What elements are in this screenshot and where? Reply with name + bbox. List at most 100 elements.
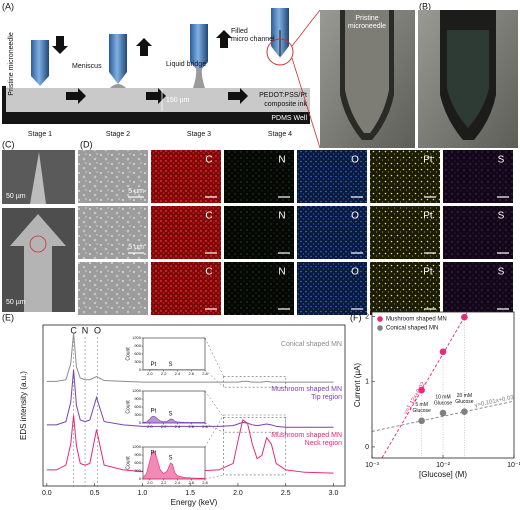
y-axis-label: EDS intensity (a.u.)	[19, 371, 28, 440]
x-tick-label: 3.0	[329, 490, 339, 497]
inset-tick-label: 1200	[132, 335, 142, 340]
ink-label: PEDOT:PSS/Pt	[259, 92, 307, 99]
zoom-box	[223, 414, 287, 476]
x-tick-label: 2.0	[233, 490, 243, 497]
inset-tick-label: 2.0	[147, 371, 153, 376]
stage-label: Stage 3	[187, 131, 211, 138]
panel-c: (C) 50 µm 50 µm	[2, 139, 75, 312]
inset-tick-label: 600	[134, 351, 141, 356]
inset-tick-label: 300	[134, 468, 141, 473]
x-tick-label: 10⁻²	[436, 462, 450, 469]
needle-2	[109, 34, 127, 88]
stage-label: Stage 2	[106, 131, 130, 138]
inset-tick-label: 300	[134, 359, 141, 364]
element-label: Pt	[423, 267, 433, 278]
inset-tick-label: 2.0	[147, 424, 153, 429]
scale-label: 50 µm	[6, 299, 26, 306]
inset-tick-label: 2.2	[161, 480, 167, 485]
element-label: C	[205, 211, 212, 222]
element-map	[224, 206, 294, 259]
element-map	[370, 206, 440, 259]
inset-tick-label: 600	[134, 460, 141, 465]
meniscus-label: Meniscus	[72, 63, 102, 70]
panel-b: (B)	[418, 1, 518, 148]
panel-d: (D) 5 µm C N O Pt S 5 µm C N O Pt S C N O Pt S	[78, 139, 513, 315]
element-map	[443, 150, 513, 203]
zoom-line	[291, 57, 321, 149]
data-point	[439, 409, 447, 417]
series-label: Mushroom shaped MN	[271, 432, 342, 439]
inset-tick-label: 2.8	[202, 424, 208, 429]
filled-channel	[447, 30, 489, 128]
element-map	[151, 150, 221, 203]
element-map	[297, 150, 367, 203]
element-label: S	[498, 155, 505, 166]
well-label: PDMS Well	[271, 115, 307, 122]
zoom-box	[223, 417, 287, 433]
spectrum-line	[46, 333, 334, 383]
spectrum-line	[46, 370, 334, 428]
filled-label: Filled	[231, 28, 248, 35]
inset-tick-label: 2.6	[188, 371, 194, 376]
inset-tick-label: 2.4	[175, 371, 181, 376]
needle-4	[271, 8, 289, 58]
bridge-label: Liquid bridge	[166, 61, 206, 68]
x-tick-label: 1.0	[138, 490, 148, 497]
inset-peak-label: S	[169, 412, 173, 418]
panel-label: (A)	[2, 1, 14, 11]
well-wall	[2, 86, 6, 124]
inset-tick-label: 2.6	[188, 424, 194, 429]
element-map	[224, 150, 294, 203]
x-axis-label: [Glucose] (M)	[419, 470, 467, 479]
annotation: Glucose	[434, 400, 453, 406]
inset-tick-label: 300	[134, 412, 141, 417]
inset-peak-label: Pt	[150, 451, 156, 457]
element-label: C	[205, 267, 212, 278]
inset-tick-label: 2.2	[161, 424, 167, 429]
y-axis-label: Current (µA)	[353, 363, 362, 408]
photo-label: microneedle	[348, 23, 386, 30]
element-map	[151, 262, 221, 315]
inset-area	[142, 450, 206, 480]
series-label: Tip region	[311, 394, 342, 401]
photo-label: Pristine	[355, 15, 378, 22]
inset-tick-label: 1200	[132, 444, 142, 449]
inset-peak-label: Pt	[150, 362, 156, 368]
needle-1	[31, 40, 49, 86]
zoom-connector	[204, 369, 224, 388]
data-point	[418, 417, 425, 425]
peak-label: C	[70, 325, 77, 335]
element-map	[443, 206, 513, 259]
zoom-connector	[204, 390, 224, 418]
inset-tick-label: 0	[139, 476, 142, 481]
inset-tick-label: 2.4	[175, 480, 181, 485]
needle-tip	[30, 152, 46, 204]
mushroom-needle	[10, 214, 66, 312]
pristine-label: Pristine microneedle	[8, 32, 15, 96]
x-tick-label: 0.0	[42, 490, 52, 497]
inset-tick-label: 0	[139, 420, 142, 425]
y-tick-label: 0	[365, 444, 369, 451]
element-map	[224, 262, 294, 315]
inset-tick-label: 2.4	[175, 424, 181, 429]
inset-tick-label: 600	[134, 404, 141, 409]
inset-tick-label: 2.2	[161, 371, 167, 376]
element-map	[297, 206, 367, 259]
inset-tick-label: 2.8	[202, 480, 208, 485]
scale-label: 50 µm	[6, 193, 26, 200]
panel-a: (A) Pristine microneedle Meniscus Liquid…	[2, 1, 415, 149]
panel-label: (C)	[2, 139, 15, 149]
inset-frame	[142, 337, 206, 371]
data-point	[439, 348, 447, 356]
inset-y-label: Count	[125, 400, 131, 414]
inset-area	[142, 415, 206, 424]
element-label: S	[498, 211, 505, 222]
element-map	[151, 206, 221, 259]
zoom-connector	[204, 422, 224, 433]
element-label: Pt	[423, 155, 433, 166]
zoom-connector	[204, 337, 224, 377]
series-label: Neck region	[305, 440, 342, 447]
element-map	[297, 262, 367, 315]
inset-y-label: Count	[125, 456, 131, 470]
